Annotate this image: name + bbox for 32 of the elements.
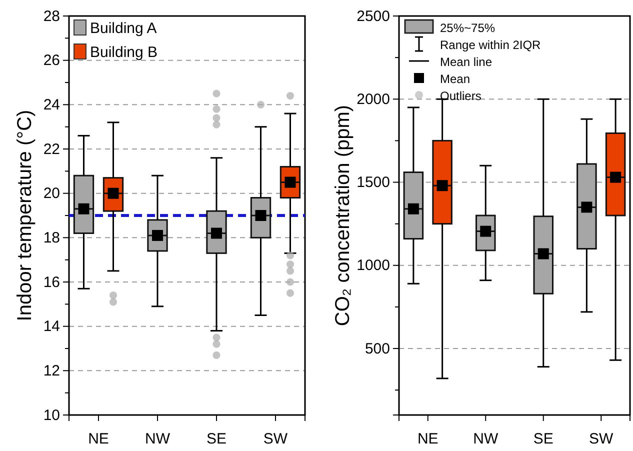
y-axis-title: CO₂ concentration (ppm) xyxy=(332,104,354,326)
y-tick-label: 10 xyxy=(43,406,60,424)
x-tick-label: NW xyxy=(145,430,171,448)
y-tick-label: 1000 xyxy=(356,257,390,274)
y-tick-label: 12 xyxy=(43,362,60,380)
x-tick-label: NE xyxy=(417,430,438,448)
x-tick-label: SE xyxy=(206,430,227,448)
annotation: Mean line xyxy=(440,55,492,69)
legend-label: Building A xyxy=(90,20,157,37)
annotation: Mean xyxy=(440,72,470,86)
y-tick-label: 22 xyxy=(43,140,60,158)
annotation: Outliers xyxy=(440,89,482,103)
y-tick-label: 20 xyxy=(43,185,60,202)
x-tick-label: NW xyxy=(473,430,499,448)
y-tick-label: 2500 xyxy=(356,8,390,25)
y-axis-title: Indoor temperature (°C) xyxy=(14,110,36,322)
y-tick-label: 500 xyxy=(364,340,390,358)
y-tick-label: 2000 xyxy=(356,90,390,108)
y-tick-label: 28 xyxy=(43,8,60,25)
y-tick-label: 24 xyxy=(43,96,60,114)
y-tick-label: 1500 xyxy=(356,174,390,192)
x-tick-label: SW xyxy=(589,430,614,448)
x-tick-label: SW xyxy=(263,430,288,448)
y-tick-label: 26 xyxy=(43,52,60,70)
y-tick-label: 14 xyxy=(43,318,60,336)
annotation: Range within 2IQR xyxy=(440,38,542,52)
x-tick-label: SE xyxy=(533,430,554,448)
legend-label: Building B xyxy=(90,44,158,61)
y-tick-label: 18 xyxy=(43,229,60,246)
x-tick-label: NE xyxy=(88,430,109,448)
annotation: 25%~75% xyxy=(440,21,496,35)
y-tick-label: 16 xyxy=(43,274,60,291)
